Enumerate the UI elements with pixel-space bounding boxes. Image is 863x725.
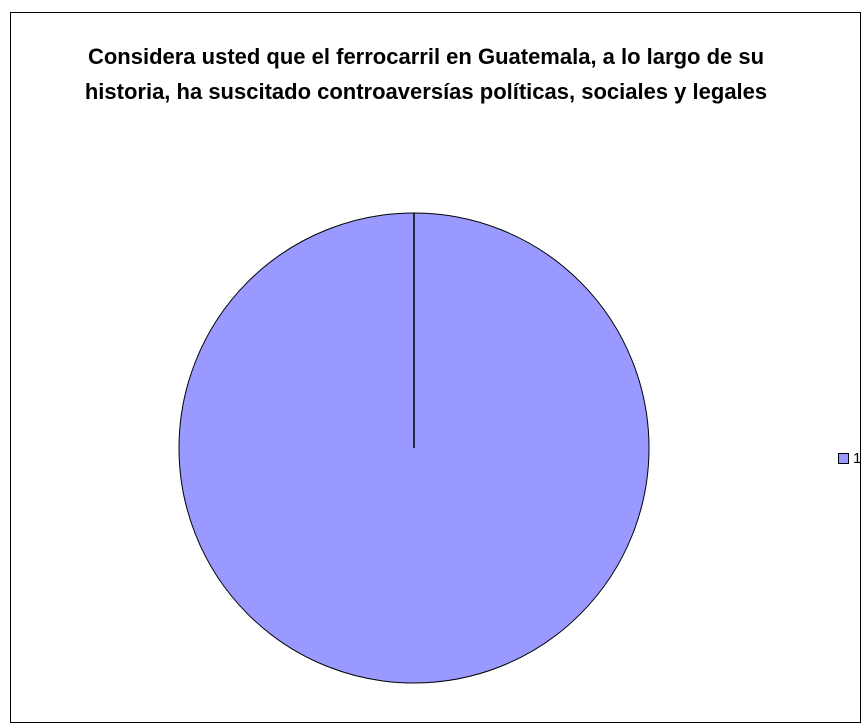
chart-title: Considera usted que el ferrocarril en Gu… [84, 44, 768, 104]
legend: 1 [838, 450, 861, 467]
pie-chart [178, 212, 650, 684]
legend-label-1: 1 [853, 450, 861, 467]
chart-frame: Considera usted que el ferrocarril en Gu… [10, 12, 861, 723]
pie-slices [178, 212, 650, 684]
legend-swatch-1 [838, 453, 849, 464]
